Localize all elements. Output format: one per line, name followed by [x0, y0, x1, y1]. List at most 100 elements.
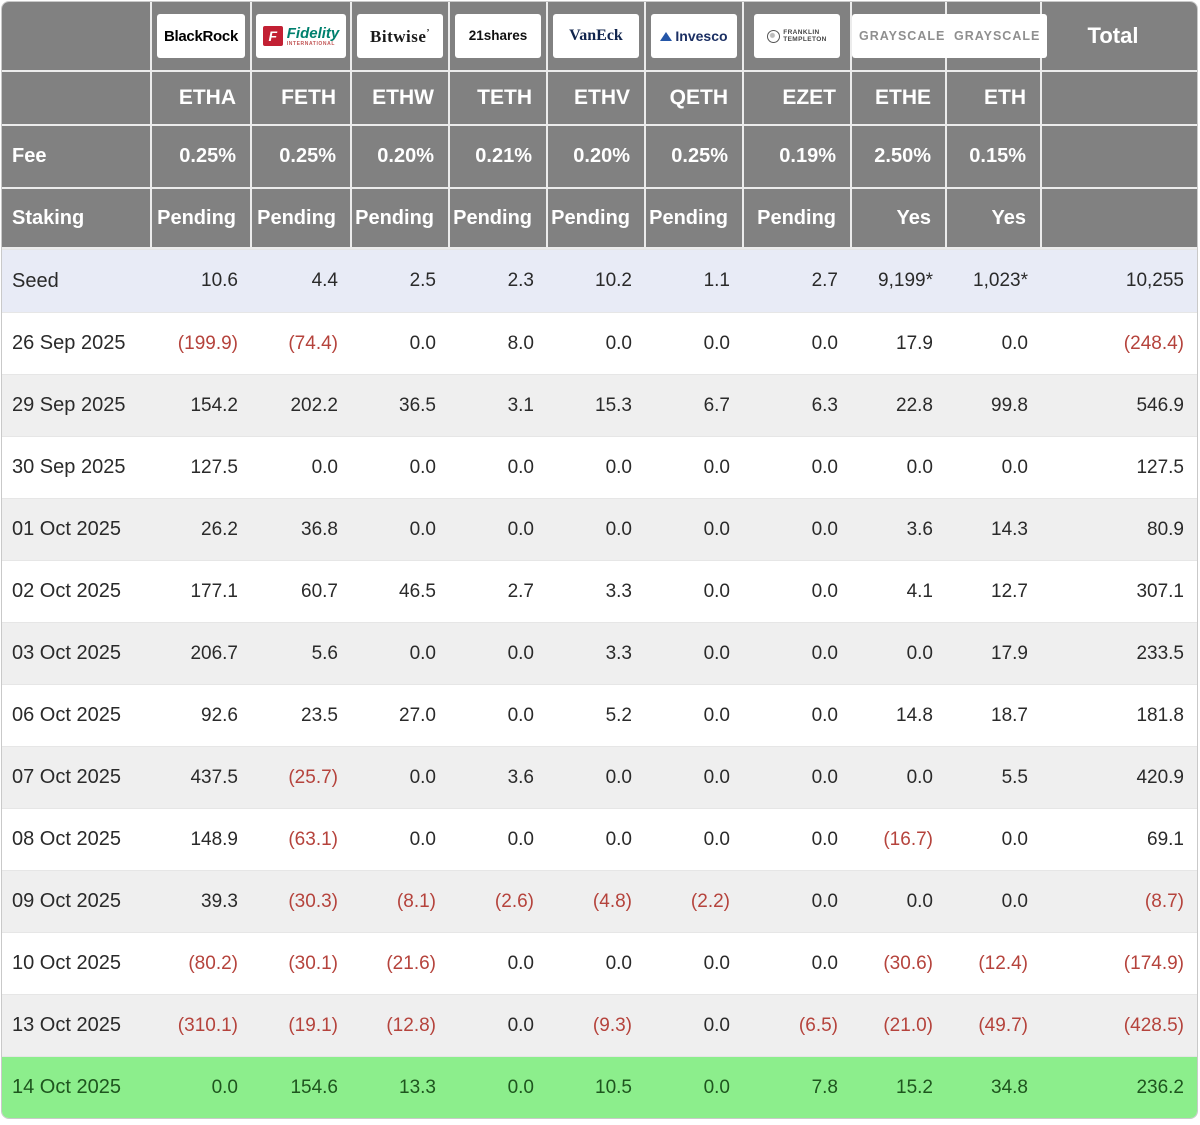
- value-cell: (310.1): [152, 994, 252, 1056]
- value-cell: 9,199*: [852, 249, 947, 312]
- value-cell: 206.7: [152, 622, 252, 684]
- value-cell: 0.0: [744, 746, 852, 808]
- value-cell: 6.7: [646, 374, 744, 436]
- value-cell: 3.3: [548, 560, 646, 622]
- value-cell: 14.8: [852, 684, 947, 746]
- row-label: 14 Oct 2025: [2, 1056, 152, 1118]
- value-cell: 60.7: [252, 560, 352, 622]
- value-cell: 1.1: [646, 249, 744, 312]
- staking-ethe: Yes: [852, 189, 947, 249]
- value-cell: 39.3: [152, 870, 252, 932]
- staking-qeth: Pending: [646, 189, 744, 249]
- value-cell: 0.0: [744, 312, 852, 374]
- value-cell: 3.1: [450, 374, 548, 436]
- ticker-total-empty: [1042, 72, 1197, 126]
- value-cell: 307.1: [1042, 560, 1197, 622]
- flow-row: 30 Sep 2025 127.5 0.0 0.0 0.0 0.0 0.0 0.0 0.0 0.0…: [2, 436, 1197, 498]
- value-cell: 236.2: [1042, 1056, 1197, 1118]
- value-cell: 0.0: [548, 498, 646, 560]
- flow-row: 09 Oct 2025 39.3 (30.3) (8.1) (2.6) (4.8) (2.2…: [2, 870, 1197, 932]
- value-cell: 22.8: [852, 374, 947, 436]
- flow-row: 10 Oct 2025 (80.2) (30.1) (21.6) 0.0 0.0 0.0 0.…: [2, 932, 1197, 994]
- value-cell: 0.0: [744, 498, 852, 560]
- value-cell: 14.3: [947, 498, 1042, 560]
- value-cell: 10.5: [548, 1056, 646, 1118]
- flow-row: 29 Sep 2025 154.2 202.2 36.5 3.1 15.3 6.7 6.3 22…: [2, 374, 1197, 436]
- ticker-qeth: QETH: [646, 72, 744, 126]
- value-cell: (49.7): [947, 994, 1042, 1056]
- value-cell: 3.3: [548, 622, 646, 684]
- value-cell: 46.5: [352, 560, 450, 622]
- total-column-header: Total: [1042, 2, 1197, 72]
- value-cell: 202.2: [252, 374, 352, 436]
- value-cell: 0.0: [548, 436, 646, 498]
- staking-ezet: Pending: [744, 189, 852, 249]
- flow-row: 01 Oct 2025 26.2 36.8 0.0 0.0 0.0 0.0 0.0 3.6 14.…: [2, 498, 1197, 560]
- value-cell: 5.2: [548, 684, 646, 746]
- value-cell: 0.0: [548, 932, 646, 994]
- value-cell: 0.0: [947, 808, 1042, 870]
- value-cell: 0.0: [646, 684, 744, 746]
- fidelity-wordmark: Fidelity: [286, 24, 340, 42]
- value-cell: 233.5: [1042, 622, 1197, 684]
- value-cell: 2.7: [744, 249, 852, 312]
- value-cell: (30.1): [252, 932, 352, 994]
- value-cell: (199.9): [152, 312, 252, 374]
- bitwise-logo: Bitwise’: [357, 14, 443, 58]
- value-cell: 17.9: [947, 622, 1042, 684]
- value-cell: 3.6: [450, 746, 548, 808]
- grayscale-wordmark: GRAYSCALE: [859, 28, 946, 43]
- value-cell: 0.0: [352, 622, 450, 684]
- seed-row: Seed 10.6 4.4 2.5 2.3 10.2 1.1 2.7 9,199* 1,023* 1…: [2, 249, 1197, 312]
- ticker-ethv: ETHV: [548, 72, 646, 126]
- value-cell: 0.0: [646, 560, 744, 622]
- value-cell: 0.0: [852, 436, 947, 498]
- value-cell: (16.7): [852, 808, 947, 870]
- value-cell: 546.9: [1042, 374, 1197, 436]
- vaneck-wordmark: VanEck: [569, 27, 623, 44]
- value-cell: 0.0: [352, 498, 450, 560]
- value-cell: 36.8: [252, 498, 352, 560]
- value-cell: 420.9: [1042, 746, 1197, 808]
- value-cell: 0.0: [947, 436, 1042, 498]
- fee-teth: 0.21%: [450, 126, 548, 189]
- value-cell: (8.7): [1042, 870, 1197, 932]
- value-cell: 0.0: [646, 498, 744, 560]
- value-cell: 0.0: [646, 436, 744, 498]
- value-cell: 18.7: [947, 684, 1042, 746]
- value-cell: (30.3): [252, 870, 352, 932]
- grayscale-logo-ethe: GRAYSCALE: [852, 14, 953, 58]
- value-cell: 92.6: [152, 684, 252, 746]
- grayscale-logo-eth: GRAYSCALE: [947, 14, 1048, 58]
- value-cell: (428.5): [1042, 994, 1197, 1056]
- row-label: 09 Oct 2025: [2, 870, 152, 932]
- value-cell: 0.0: [450, 808, 548, 870]
- value-cell: 0.0: [744, 932, 852, 994]
- row-label: 10 Oct 2025: [2, 932, 152, 994]
- flow-row: 26 Sep 2025 (199.9) (74.4) 0.0 8.0 0.0 0.0 0.0 1…: [2, 312, 1197, 374]
- invesco-mountain-icon: [660, 31, 673, 41]
- value-cell: (21.6): [352, 932, 450, 994]
- fee-ethv: 0.20%: [548, 126, 646, 189]
- value-cell: (19.1): [252, 994, 352, 1056]
- bitwise-wordmark: Bitwise: [370, 26, 427, 46]
- value-cell: 0.0: [548, 746, 646, 808]
- value-cell: 2.5: [352, 249, 450, 312]
- value-cell: 148.9: [152, 808, 252, 870]
- value-cell: (248.4): [1042, 312, 1197, 374]
- staking-ethw: Pending: [352, 189, 450, 249]
- fee-etha: 0.25%: [152, 126, 252, 189]
- value-cell: 0.0: [744, 808, 852, 870]
- value-cell: (2.2): [646, 870, 744, 932]
- value-cell: 0.0: [947, 312, 1042, 374]
- value-cell: 0.0: [852, 622, 947, 684]
- value-cell: 0.0: [744, 436, 852, 498]
- row-label: 29 Sep 2025: [2, 374, 152, 436]
- value-cell: 154.6: [252, 1056, 352, 1118]
- value-cell: 17.9: [852, 312, 947, 374]
- value-cell: 36.5: [352, 374, 450, 436]
- value-cell: 0.0: [646, 622, 744, 684]
- row-label: 03 Oct 2025: [2, 622, 152, 684]
- flow-row: 06 Oct 2025 92.6 23.5 27.0 0.0 5.2 0.0 0.0 14.8 1…: [2, 684, 1197, 746]
